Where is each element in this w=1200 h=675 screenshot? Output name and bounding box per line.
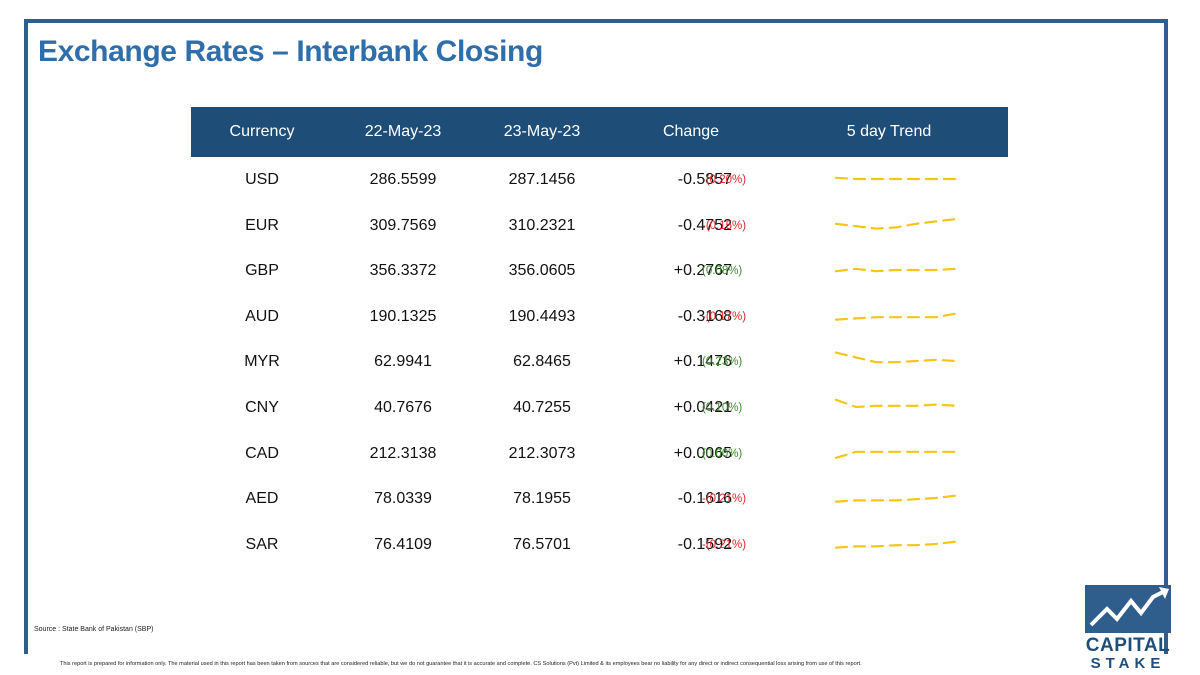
trend-line xyxy=(834,494,958,503)
currency-cell: EUR xyxy=(245,216,279,234)
header-change: Change xyxy=(662,123,720,140)
table-row: MYR 62.9941 62.8465 +0.1476 (0.23%) xyxy=(191,339,1008,385)
change-cell: +0.0421 xyxy=(673,398,732,416)
rate-23-may-cell: 212.3073 xyxy=(508,444,576,462)
table-row: USD 286.5599 287.1456 -0.5857 -(0.20%) xyxy=(191,157,1008,203)
currency-cell: AUD xyxy=(245,307,279,325)
rate-23-may-cell: 287.1456 xyxy=(508,171,576,188)
trend-sparkline xyxy=(834,217,958,230)
table-row: CAD 212.3138 212.3073 +0.0065 (0.00%) xyxy=(191,431,1008,477)
trend-sparkline xyxy=(834,267,958,273)
table-row: EUR 309.7569 310.2321 -0.4752 -(0.15%) xyxy=(191,203,1008,249)
change-percent-cell: -(0.17%) xyxy=(702,310,747,323)
table-row: CNY 40.7676 40.7255 +0.0421 (0.10%) xyxy=(191,385,1008,431)
trend-sparkline xyxy=(834,494,958,503)
table-header: Currency 22-May-23 23-May-23 Change 5 da… xyxy=(191,107,1008,157)
table-row: AUD 190.1325 190.4493 -0.3168 -(0.17%) xyxy=(191,294,1008,340)
rate-22-may-cell: 356.3372 xyxy=(369,262,437,280)
rate-23-may-cell: 62.8465 xyxy=(513,353,571,371)
trend-sparkline xyxy=(834,398,958,409)
trend-sparkline xyxy=(834,351,958,364)
trend-line xyxy=(834,398,958,409)
currency-cell: CNY xyxy=(245,398,279,416)
rate-22-may-cell: 40.7676 xyxy=(374,398,432,416)
change-cell: -0.1616 xyxy=(677,490,732,508)
rate-22-may-cell: 212.3138 xyxy=(369,444,437,462)
trend-line xyxy=(834,217,958,230)
header-date-1: 22-May-23 xyxy=(364,123,442,140)
trend-line xyxy=(834,312,958,321)
change-cell: -0.5857 xyxy=(677,171,732,188)
rate-23-may-cell: 40.7255 xyxy=(513,398,571,416)
rate-22-may-cell: 190.1325 xyxy=(369,307,437,325)
change-cell: -0.1592 xyxy=(677,535,732,553)
rate-23-may-cell: 78.1955 xyxy=(513,490,571,508)
currency-cell: CAD xyxy=(245,444,279,462)
rate-22-may-cell: 78.0339 xyxy=(374,490,432,508)
change-cell: -0.4752 xyxy=(677,216,732,234)
source-note: Source : State Bank of Pakistan (SBP) xyxy=(34,626,154,633)
rate-23-may-cell: 190.4493 xyxy=(508,307,576,325)
rate-22-may-cell: 62.9941 xyxy=(374,353,432,371)
trend-line xyxy=(834,176,958,181)
trend-sparkline xyxy=(834,450,958,459)
rate-22-may-cell: 286.5599 xyxy=(369,171,437,188)
trend-line xyxy=(834,450,958,459)
change-percent-cell: -(0.21%) xyxy=(702,493,747,506)
change-cell: +0.2767 xyxy=(673,262,732,280)
logo-chart-icon xyxy=(1085,585,1171,633)
change-percent-cell: -(0.15%) xyxy=(702,219,747,232)
rate-22-may-cell: 309.7569 xyxy=(369,216,437,234)
change-percent-cell: (0.23%) xyxy=(702,356,743,369)
table-body: USD 286.5599 287.1456 -0.5857 -(0.20%) EUR 309… xyxy=(191,157,1008,567)
currency-cell: SAR xyxy=(245,535,279,553)
currency-cell: MYR xyxy=(244,353,280,371)
rate-22-may-cell: 76.4109 xyxy=(374,535,432,553)
table-row: SAR 76.4109 76.5701 -0.1592 -(0.21%) xyxy=(191,522,1008,568)
trend-line xyxy=(834,540,958,549)
page-title: Exchange Rates – Interbank Closing xyxy=(38,35,543,68)
rates-table: Currency 22-May-23 23-May-23 Change 5 da… xyxy=(191,107,1008,567)
change-percent-cell: (0.08%) xyxy=(702,265,743,278)
change-cell: +0.0065 xyxy=(673,444,732,462)
capital-stake-logo: CAPITAL STAKE xyxy=(1085,585,1171,673)
rate-23-may-cell: 356.0605 xyxy=(508,262,576,280)
header-currency: Currency xyxy=(229,123,295,140)
change-cell: +0.1476 xyxy=(673,353,732,371)
currency-cell: AED xyxy=(245,490,279,508)
logo-text-capital: CAPITAL xyxy=(1085,635,1171,656)
trend-sparkline xyxy=(834,176,958,181)
trend-sparkline xyxy=(834,312,958,321)
change-percent-cell: (0.10%) xyxy=(702,401,743,414)
rate-23-may-cell: 76.5701 xyxy=(513,535,571,553)
trend-line xyxy=(834,351,958,364)
change-percent-cell: -(0.21%) xyxy=(702,538,747,551)
change-percent-cell: (0.00%) xyxy=(702,447,743,460)
change-cell: -0.3168 xyxy=(677,307,732,325)
table-row: GBP 356.3372 356.0605 +0.2767 (0.08%) xyxy=(191,248,1008,294)
header-date-2: 23-May-23 xyxy=(503,123,581,140)
change-percent-cell: -(0.20%) xyxy=(702,174,747,186)
trend-line xyxy=(834,267,958,273)
currency-cell: GBP xyxy=(245,262,279,280)
rate-23-may-cell: 310.2321 xyxy=(508,216,576,234)
currency-cell: USD xyxy=(245,171,279,188)
disclaimer: This report is prepared for information … xyxy=(60,661,862,667)
table-row: AED 78.0339 78.1955 -0.1616 -(0.21%) xyxy=(191,476,1008,522)
header-trend: 5 day Trend xyxy=(846,123,932,140)
logo-text-stake: STAKE xyxy=(1090,655,1166,672)
trend-sparkline xyxy=(834,540,958,549)
page-frame xyxy=(24,19,1168,654)
